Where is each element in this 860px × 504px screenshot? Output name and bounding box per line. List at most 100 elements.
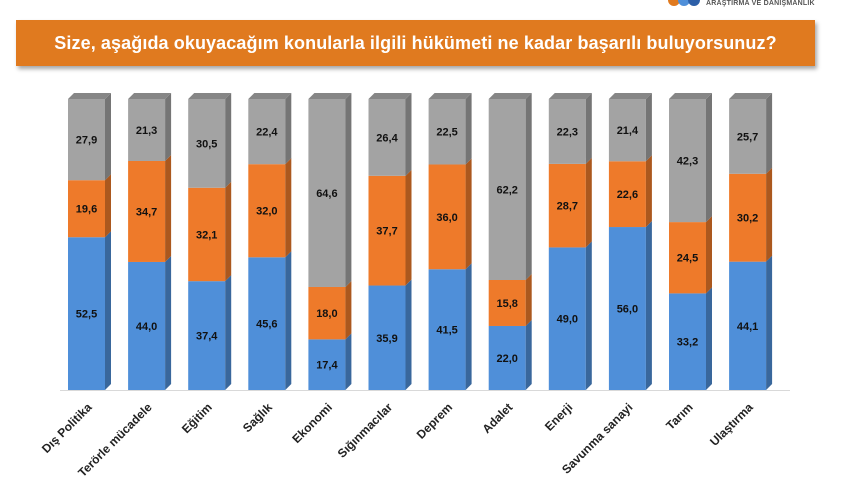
bar-top-cap (128, 93, 172, 99)
bar-segment-orange (128, 160, 166, 262)
bar-side-gray (225, 93, 232, 188)
bar-segment-gray (368, 99, 406, 176)
data-label-gray: 64,6 (316, 188, 337, 200)
data-label-blue: 52,5 (76, 309, 97, 321)
data-label-orange: 37,7 (376, 226, 397, 238)
data-label-gray: 22,3 (557, 126, 578, 138)
bar-side-blue (105, 231, 111, 390)
bar-side-blue (585, 241, 592, 390)
bar-group: 56,0 22,6 21,4 (608, 93, 652, 390)
bar-top-cap (248, 93, 292, 99)
bar-side-orange (766, 167, 773, 262)
data-label-gray: 22,5 (436, 127, 457, 139)
bar-group: 17,4 18,0 64,6 (308, 93, 352, 390)
category-label: Eğitim (179, 400, 215, 436)
bar-side-blue (766, 255, 773, 390)
data-label-blue: 37,4 (196, 331, 218, 343)
category-label: Sağlık (240, 400, 275, 435)
bar-segment-blue (68, 237, 105, 390)
bar-segment-orange (669, 222, 706, 294)
bar-side-blue (165, 255, 172, 390)
bar-group: 22,0 15,8 62,2 (488, 93, 532, 390)
data-label-blue: 41,5 (436, 325, 457, 337)
bar-segment-gray (488, 99, 526, 281)
bar-group: 52,5 19,6 27,9 (68, 93, 111, 390)
data-label-orange: 24,5 (677, 253, 698, 265)
data-label-orange: 30,2 (737, 213, 758, 225)
data-label-gray: 21,3 (136, 125, 157, 137)
bar-top-cap (488, 93, 532, 99)
bar-segment-orange (608, 161, 646, 228)
bar-segment-gray (729, 99, 767, 174)
data-label-blue: 45,6 (256, 319, 277, 331)
bar-segment-orange (248, 164, 286, 258)
data-label-blue: 44,1 (737, 321, 758, 333)
bar-side-orange (405, 169, 412, 286)
category-label: Adalet (479, 400, 515, 436)
bar-group: 49,0 28,7 22,3 (548, 93, 592, 390)
bar-side-blue (706, 287, 712, 390)
data-label-blue: 49,0 (557, 314, 578, 326)
data-label-gray: 25,7 (737, 131, 758, 143)
data-label-orange: 22,6 (617, 189, 638, 201)
bar-side-gray (525, 93, 532, 281)
title-banner: Size, aşağıda okuyacağım konularla ilgil… (16, 20, 815, 66)
bar-segment-blue (669, 293, 706, 390)
bar-group: 33,2 24,5 42,3 (669, 93, 712, 390)
bar-side-gray (465, 93, 472, 165)
category-label: Ekonomi (289, 400, 335, 446)
bar-side-orange (706, 216, 712, 294)
bar-top-cap (308, 93, 352, 99)
category-label: Ulaştırma (707, 400, 756, 449)
bar-segment-gray (428, 99, 466, 165)
bar-segment-blue (368, 285, 406, 390)
bar-top-cap (68, 93, 111, 99)
data-label-orange: 32,1 (196, 229, 217, 241)
data-label-orange: 15,8 (496, 298, 517, 310)
bar-side-blue (465, 263, 472, 390)
bar-side-gray (645, 93, 652, 162)
bar-segment-blue (548, 247, 586, 390)
bar-side-gray (706, 93, 712, 223)
bar-segment-orange (308, 286, 346, 340)
bar-segment-gray (68, 99, 105, 181)
data-label-orange: 36,0 (436, 212, 457, 224)
data-label-gray: 26,4 (376, 132, 398, 144)
bar-segment-gray (548, 99, 586, 164)
bar-side-gray (165, 93, 172, 161)
data-label-gray: 21,4 (617, 125, 639, 137)
data-label-gray: 62,2 (496, 185, 517, 197)
bar-segment-gray (308, 99, 346, 287)
data-label-orange: 34,7 (136, 206, 157, 218)
logo-text: ARAŞTIRMA VE DANIŞMANLIK (706, 0, 815, 7)
bar-segment-blue (729, 261, 767, 390)
bar-side-orange (585, 157, 592, 248)
bar-side-blue (345, 333, 352, 390)
data-label-blue: 33,2 (677, 337, 698, 349)
bar-group: 45,6 32,0 22,4 (248, 93, 292, 390)
logo-mark-icon (668, 0, 700, 6)
data-label-gray: 42,3 (677, 156, 698, 168)
bar-top-cap (608, 93, 652, 99)
bar-segment-orange (729, 173, 767, 262)
bar-top-cap (669, 93, 712, 99)
bar-segment-gray (608, 99, 646, 162)
bar-segment-blue (608, 227, 646, 390)
bar-side-orange (165, 154, 172, 262)
data-label-gray: 22,4 (256, 127, 278, 139)
bar-side-gray (285, 93, 292, 165)
bar-group: 35,9 37,7 26,4 (368, 93, 412, 390)
bar-segment-blue (308, 339, 346, 390)
bar-segment-blue (128, 261, 166, 390)
bar-group: 44,0 34,7 21,3 (128, 93, 172, 390)
data-label-blue: 17,4 (316, 360, 338, 372)
bar-side-blue (285, 251, 292, 390)
bar-group: 41,5 36,0 22,5 (428, 93, 472, 390)
bar-group: 44,1 30,2 25,7 (729, 93, 773, 390)
bar-side-gray (345, 93, 352, 287)
bar-side-gray (585, 93, 592, 164)
category-label: Deprem (414, 400, 455, 441)
category-label: Dış Politika (39, 400, 95, 456)
category-label: Tarım (663, 400, 695, 432)
